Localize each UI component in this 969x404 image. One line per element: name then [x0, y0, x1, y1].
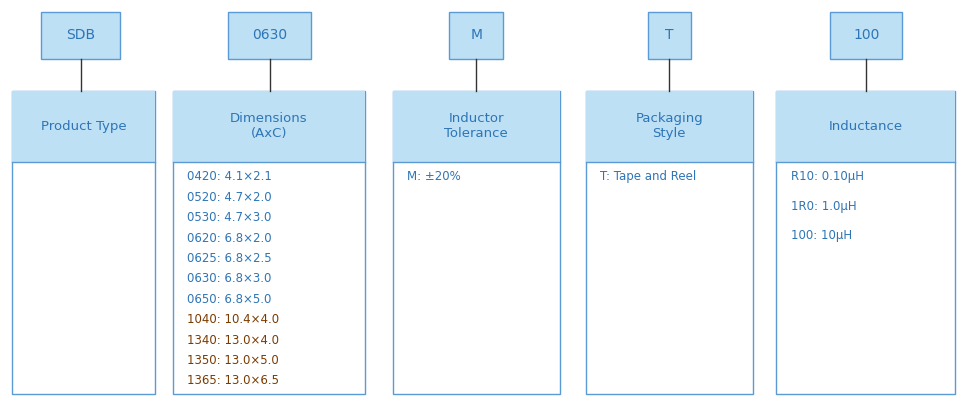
Text: Packaging
Style: Packaging Style [635, 112, 703, 140]
Bar [392, 91, 559, 162]
Text: Inductor
Tolerance: Inductor Tolerance [444, 112, 508, 140]
Bar [647, 12, 690, 59]
Text: 1340: 13.0×4.0: 1340: 13.0×4.0 [187, 334, 279, 347]
Text: 1365: 13.0×6.5: 1365: 13.0×6.5 [187, 374, 279, 387]
Text: SDB: SDB [66, 28, 95, 42]
Bar [172, 91, 364, 394]
Bar [585, 91, 752, 162]
Bar [585, 91, 752, 394]
Text: 0650: 6.8×5.0: 0650: 6.8×5.0 [187, 293, 271, 306]
Text: 100: 10μH: 100: 10μH [790, 229, 851, 242]
Text: 1040: 10.4×4.0: 1040: 10.4×4.0 [187, 313, 279, 326]
Bar [449, 12, 503, 59]
Bar [229, 12, 310, 59]
Text: 0625: 6.8×2.5: 0625: 6.8×2.5 [187, 252, 271, 265]
Bar [12, 91, 155, 162]
Text: 0420: 4.1×2.1: 0420: 4.1×2.1 [187, 170, 271, 183]
Text: T: T [665, 28, 672, 42]
Text: 1350: 13.0×5.0: 1350: 13.0×5.0 [187, 354, 279, 367]
Bar [775, 91, 954, 162]
Text: T: Tape and Reel: T: Tape and Reel [600, 170, 696, 183]
Text: 0620: 6.8×2.0: 0620: 6.8×2.0 [187, 231, 271, 244]
Bar [829, 12, 901, 59]
Text: R10: 0.10μH: R10: 0.10μH [790, 170, 862, 183]
Text: 0630: 0630 [252, 28, 287, 42]
Text: Dimensions
(AxC): Dimensions (AxC) [230, 112, 307, 140]
Bar [12, 91, 155, 394]
Text: M: ±20%: M: ±20% [407, 170, 460, 183]
Bar [392, 91, 559, 394]
Text: 0530: 4.7×3.0: 0530: 4.7×3.0 [187, 211, 271, 224]
Text: Inductance: Inductance [828, 120, 902, 133]
Bar [41, 12, 120, 59]
Text: 1R0: 1.0μH: 1R0: 1.0μH [790, 200, 856, 213]
Text: Product Type: Product Type [41, 120, 126, 133]
Text: 0520: 4.7×2.0: 0520: 4.7×2.0 [187, 191, 271, 204]
Text: 0630: 6.8×3.0: 0630: 6.8×3.0 [187, 272, 271, 285]
Bar [775, 91, 954, 394]
Text: 100: 100 [852, 28, 879, 42]
Text: M: M [470, 28, 482, 42]
Bar [172, 91, 364, 162]
